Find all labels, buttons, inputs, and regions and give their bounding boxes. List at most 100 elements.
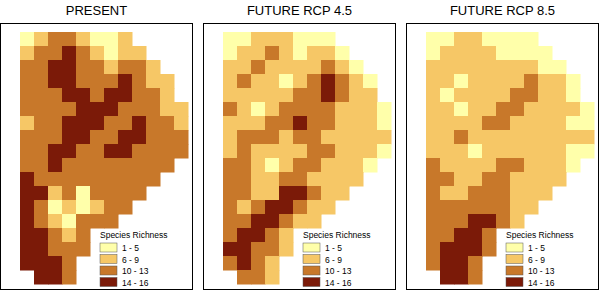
richness-cell <box>307 46 322 61</box>
richness-cell <box>363 116 378 131</box>
richness-cell <box>118 46 133 61</box>
richness-cell <box>251 186 266 201</box>
richness-cell <box>363 158 378 173</box>
richness-cell <box>468 102 483 117</box>
richness-cell <box>566 116 581 131</box>
richness-cell <box>279 242 294 257</box>
richness-cell <box>90 158 105 173</box>
richness-cell <box>34 256 49 271</box>
richness-cell <box>223 256 238 271</box>
richness-cell <box>552 116 567 131</box>
richness-cell <box>223 74 238 89</box>
richness-cell <box>223 130 238 145</box>
richness-cell <box>251 256 266 271</box>
richness-cell <box>496 46 511 61</box>
richness-cell <box>76 46 91 61</box>
richness-cell <box>363 130 378 145</box>
richness-cell <box>293 200 308 215</box>
richness-cell <box>454 214 469 229</box>
richness-cell <box>524 172 539 187</box>
richness-cell <box>566 130 581 145</box>
richness-cell <box>307 130 322 145</box>
legend-swatch <box>100 266 117 275</box>
richness-cell <box>118 158 133 173</box>
richness-cell <box>223 60 238 75</box>
richness-cell <box>482 186 497 201</box>
richness-cell <box>223 200 238 215</box>
richness-cell <box>321 116 336 131</box>
richness-cell <box>104 88 119 103</box>
richness-cell <box>293 74 308 89</box>
richness-cell <box>321 186 336 201</box>
richness-cell <box>321 144 336 159</box>
richness-cell <box>237 214 252 229</box>
richness-cell <box>496 116 511 131</box>
richness-cell <box>454 172 469 187</box>
richness-cell <box>349 144 364 159</box>
richness-cell <box>237 88 252 103</box>
richness-cell <box>223 186 238 201</box>
richness-cell <box>237 102 252 117</box>
richness-cell <box>223 144 238 159</box>
richness-cell <box>510 116 525 131</box>
richness-cell <box>482 172 497 187</box>
richness-cell <box>237 32 252 47</box>
richness-cell <box>468 228 483 243</box>
richness-cell <box>468 270 483 285</box>
richness-cell <box>440 172 455 187</box>
legend-label: 14 - 16 <box>528 278 555 288</box>
richness-cell <box>104 74 119 89</box>
richness-cell <box>104 32 119 47</box>
richness-cell <box>76 186 91 201</box>
richness-cell <box>482 214 497 229</box>
richness-cell <box>349 88 364 103</box>
richness-cell <box>440 214 455 229</box>
legend-swatch <box>303 255 320 264</box>
richness-cell <box>454 228 469 243</box>
richness-cell <box>174 130 189 145</box>
richness-cell <box>132 116 147 131</box>
panel-frame <box>407 24 599 290</box>
richness-cell <box>251 158 266 173</box>
richness-cell <box>279 158 294 173</box>
richness-cell <box>62 144 77 159</box>
richness-cell <box>76 242 91 257</box>
richness-cell <box>132 60 147 75</box>
richness-cell <box>510 102 525 117</box>
richness-cell <box>279 60 294 75</box>
richness-cell <box>293 60 308 75</box>
richness-cell <box>34 186 49 201</box>
richness-cell <box>279 74 294 89</box>
richness-cell <box>223 116 238 131</box>
richness-cell <box>566 158 581 173</box>
richness-cell <box>251 74 266 89</box>
legend: Species Richness1 - 56 - 910 - 1314 - 16 <box>303 230 371 288</box>
richness-cell <box>62 172 77 187</box>
richness-cell <box>293 102 308 117</box>
richness-cell <box>265 144 280 159</box>
richness-cell <box>538 130 553 145</box>
richness-cell <box>510 46 525 61</box>
richness-cell <box>48 32 63 47</box>
richness-cell <box>440 270 455 285</box>
legend-label: 14 - 16 <box>122 278 149 288</box>
richness-cell <box>118 144 133 159</box>
richness-cell <box>20 32 35 47</box>
richness-cell <box>48 60 63 75</box>
richness-cell <box>496 88 511 103</box>
richness-cell <box>454 116 469 131</box>
richness-cell <box>62 200 77 215</box>
richness-cell <box>34 270 49 285</box>
richness-cell <box>454 130 469 145</box>
richness-cell <box>265 74 280 89</box>
legend-label: 10 - 13 <box>325 266 352 276</box>
richness-cell <box>335 46 350 61</box>
richness-cell <box>160 116 175 131</box>
richness-cell <box>237 186 252 201</box>
richness-cell <box>538 88 553 103</box>
richness-cell <box>552 144 567 159</box>
richness-cell <box>335 88 350 103</box>
richness-cell <box>76 32 91 47</box>
richness-cell <box>454 88 469 103</box>
legend-label: 14 - 16 <box>325 278 352 288</box>
